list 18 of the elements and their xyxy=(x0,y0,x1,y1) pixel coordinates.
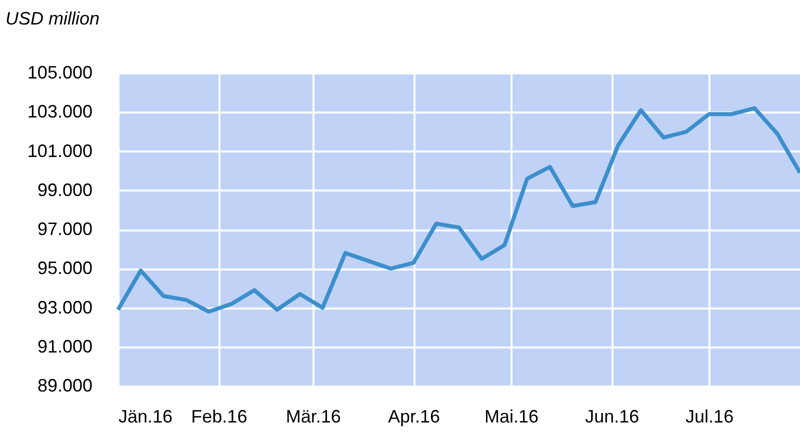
x-tick-label: Jun.16 xyxy=(585,406,640,426)
x-tick-label: Feb.16 xyxy=(191,406,248,426)
x-tick-label: Mär.16 xyxy=(286,406,341,426)
y-tick-label: 89.000 xyxy=(37,376,92,396)
y-tick-label: 91.000 xyxy=(37,336,92,356)
y-tick-label: 93.000 xyxy=(37,297,92,318)
x-tick-label: Mai.16 xyxy=(484,406,538,426)
x-tick-label: Jul.16 xyxy=(686,406,734,426)
y-tick-label: 101.000 xyxy=(27,140,92,161)
y-axis-title: USD million xyxy=(6,8,100,28)
y-tick-label: 95.000 xyxy=(37,258,92,278)
x-tick-label: Jän.16 xyxy=(118,406,173,426)
x-tick-label: Apr.16 xyxy=(388,406,440,426)
y-tick-label: 103.000 xyxy=(27,102,92,122)
y-tick-label: 97.000 xyxy=(37,219,92,239)
y-tick-label: 99.000 xyxy=(37,180,92,200)
line-series xyxy=(116,106,800,314)
y-tick-label: 105.000 xyxy=(27,62,92,82)
